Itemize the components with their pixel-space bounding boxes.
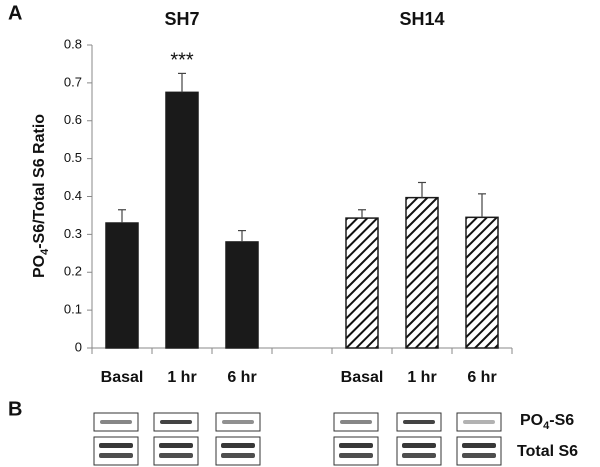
blot-frame — [333, 412, 379, 432]
y-label-part: PO — [31, 255, 48, 278]
bar — [465, 216, 499, 349]
y-tick-label: 0.5 — [64, 150, 82, 165]
blot-frame — [153, 412, 199, 432]
blot-label-part: PO — [520, 412, 543, 429]
x-tick-label: 6 hr — [467, 369, 496, 386]
bar — [405, 196, 439, 349]
group-title: SH14 — [399, 9, 444, 29]
bar — [225, 241, 259, 349]
bar — [105, 222, 139, 349]
blot-frame — [93, 412, 139, 432]
significance: *** — [170, 50, 194, 72]
blot-band — [160, 420, 192, 424]
blot-label: Total S6 — [517, 443, 578, 460]
y-tick-label: 0.8 — [64, 36, 82, 51]
blot-frame — [396, 412, 442, 432]
x-tick-label: 1 hr — [407, 369, 436, 386]
x-tick-label: 6 hr — [227, 369, 256, 386]
blot-band — [402, 453, 436, 458]
blot-frame — [396, 436, 442, 466]
blot-band — [463, 420, 495, 424]
blot-band — [99, 453, 133, 458]
y-axis-label: PO4-S6/Total S6 Ratio — [31, 114, 51, 278]
x-tick-label: Basal — [101, 369, 144, 386]
y-tick-label: 0.3 — [64, 226, 82, 241]
blot-frame — [215, 412, 261, 432]
group-title: SH7 — [164, 9, 199, 29]
y-tick-label: 0.1 — [64, 302, 82, 317]
blot-band — [339, 443, 373, 448]
y-label-subscript: 4 — [39, 248, 51, 255]
blot-frame — [153, 436, 199, 466]
bar — [165, 91, 199, 349]
blot-band — [462, 443, 496, 448]
x-tick-label: Basal — [341, 369, 384, 386]
y-tick-label: 0 — [75, 339, 82, 354]
y-label-part: -S6/Total S6 Ratio — [31, 114, 48, 249]
blot-band — [100, 420, 132, 424]
blot-frame — [456, 436, 502, 466]
blot-frame — [333, 436, 379, 466]
blot-band — [339, 453, 373, 458]
y-tick-label: 0.6 — [64, 112, 82, 127]
blot-frame — [93, 436, 139, 466]
blot-band — [462, 453, 496, 458]
blot-label-part: -S6 — [549, 412, 574, 429]
x-tick-label: 1 hr — [167, 369, 196, 386]
blot-band — [99, 443, 133, 448]
y-tick-label: 0.7 — [64, 74, 82, 89]
blot-band — [221, 453, 255, 458]
bar — [345, 217, 379, 349]
blot-band — [340, 420, 372, 424]
blot-band — [222, 420, 254, 424]
blot-label: PO4-S6 — [520, 412, 574, 432]
blot-frame — [215, 436, 261, 466]
y-tick-label: 0.4 — [64, 188, 82, 203]
western-blots — [93, 412, 502, 466]
y-tick-label: 0.2 — [64, 264, 82, 279]
blot-frame — [456, 412, 502, 432]
blot-band — [159, 443, 193, 448]
blot-band — [402, 443, 436, 448]
blot-band — [159, 453, 193, 458]
blot-band — [221, 443, 255, 448]
panel-label: A — [8, 2, 22, 24]
blot-band — [403, 420, 435, 424]
blot-label-subscript: 4 — [543, 420, 550, 432]
panel-label: B — [8, 398, 22, 420]
